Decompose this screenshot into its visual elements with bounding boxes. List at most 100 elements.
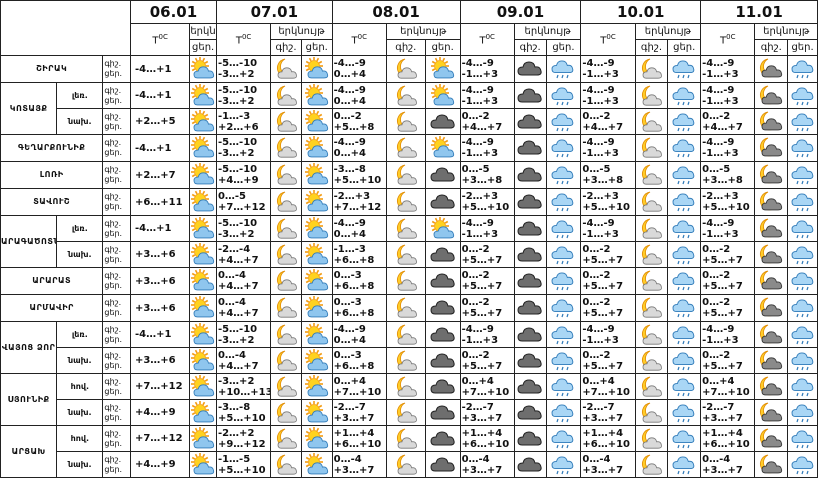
icon-cell [545,108,582,135]
moon-cloud-icon [272,269,301,293]
temp-range: 0…-5 +3…+8 [459,161,515,189]
sun-cloud-icon [191,400,216,425]
zone-cell: նախ. [56,399,104,426]
temp-range: -2…-7 +3…+7 [459,399,515,426]
night-temp: -5…-10 [217,217,258,229]
night-header: գիշ. [385,39,426,56]
icon-cell [300,321,333,348]
rain-cloud-icon [789,190,817,214]
sun-cloud-icon [302,400,331,425]
night-temp: -4…-9 [461,137,494,148]
icon-cell [634,134,669,162]
night-temp: 0…-4 [461,453,490,465]
rain-cloud-icon [669,427,700,451]
temp-value: -4…+1 [134,142,172,154]
night-temp: 0…-2 [582,297,611,308]
temp-range: -5…-10 -3…+2 [215,82,272,109]
icon-cell [787,321,818,348]
temp-range: 0…-2 +5…+7 [580,267,636,295]
day-temp: -1…+3 [582,148,619,159]
night-temp: -4…-9 [582,84,615,96]
day-temp: 0…+4 [333,95,366,107]
zone-label: նախ. [68,460,92,469]
day-temp: +3…+8 [582,175,624,186]
icon-cell [300,82,333,109]
icon-cell [634,425,669,452]
icon-cell [754,425,789,452]
icon-cell [754,82,789,109]
day-temp: -3…+2 [217,228,255,240]
day-temp: +5…+7 [702,360,743,372]
icon-cell [667,425,702,452]
dark-cloud-icon [515,217,545,241]
night-temp: -4…-9 [461,84,494,96]
icon-cell [385,373,426,400]
rain-cloud-icon [789,217,817,241]
moon-cloud-icon [272,110,301,134]
day-temp: 0…+4 [333,148,366,159]
night-temp: -4…-9 [702,323,735,335]
night-temp: 0…-2 [461,349,490,361]
icon-cell [189,373,217,400]
day-temp: +6…+10 [702,438,750,450]
night-temp: 0…+4 [461,375,494,387]
zone-cell: հով. [56,373,104,400]
day-temp: +6…+10 [333,438,382,450]
night-temp: 0…-2 [582,349,611,361]
icon-cell [424,451,461,478]
day-temp: -1…+3 [461,148,499,159]
moon-cloud-icon [636,401,667,425]
period-labels: գիշ. ցեր. [102,134,131,162]
temp-range: -2…-7 +3…+7 [331,399,387,426]
row-day-label: ցեր. [104,281,123,290]
icon-cell [667,215,702,242]
forecast-row: ՏԱՎՈՒՇ գիշ. ցեր. +6…+11 0…-5 +7…+12 -2…+3 +7…… [0,188,818,216]
day-temp: +5…+7 [582,281,624,292]
night-temp: 0…+4 [333,375,366,387]
icon-cell [300,451,333,478]
zone-label: նախ. [68,250,92,259]
icon-cell [385,399,426,426]
moon-cloud-icon [636,110,667,134]
icon-cell [513,188,547,216]
icon-cell [787,161,818,189]
rain-cloud-icon [547,349,580,373]
moon-cloud-icon [387,190,424,214]
rain-cloud-icon [547,269,580,293]
zone-cell: նախ. [56,241,104,268]
icon-cell [667,294,702,322]
day-label: ցեր. [791,42,814,53]
day-temp: +3…+7 [461,464,503,476]
icon-cell [545,161,582,189]
temp-range: -4…+1 [129,134,191,162]
temp-range: -5…-10 -3…+2 [215,134,272,162]
temp-range: 0…-4 +3…+7 [580,451,636,478]
temp-range: +4…+9 [129,399,191,426]
dark-cloud-icon [426,375,459,399]
night-temp: -2…+3 [582,191,619,202]
period-labels: գիշ. ցեր. [102,321,131,348]
day-temp: +6…+8 [333,254,375,266]
day-temp: +5…+7 [582,254,624,266]
day-header: ցեր. [189,39,217,56]
icon-cell [754,188,789,216]
temp-range: -4…-9 -1…+3 [700,134,756,162]
icon-cell [424,188,461,216]
icon-cell [545,399,582,426]
temp-range: 0…-2 +5…+8 [331,108,387,135]
day-label: ցեր. [305,42,328,53]
rain-cloud-icon [547,323,580,347]
day-temp: +3…+8 [702,175,743,186]
icon-cell [754,267,789,295]
sun-cloud-icon [302,136,331,160]
moon-dark-cloud-icon [756,190,787,214]
row-day-label: ցեր. [104,175,123,184]
corner-cell [0,0,131,56]
temp-range: +1…+4 +6…+10 [700,425,756,452]
icon-cell [385,161,426,189]
icon-cell [787,294,818,322]
day-temp: 0…+4 [333,228,366,240]
day-temp: +3…+7 [461,412,503,424]
day-temp: -1…+3 [702,148,739,159]
region-label: ԿՈՏԱՅՔ [9,103,48,113]
